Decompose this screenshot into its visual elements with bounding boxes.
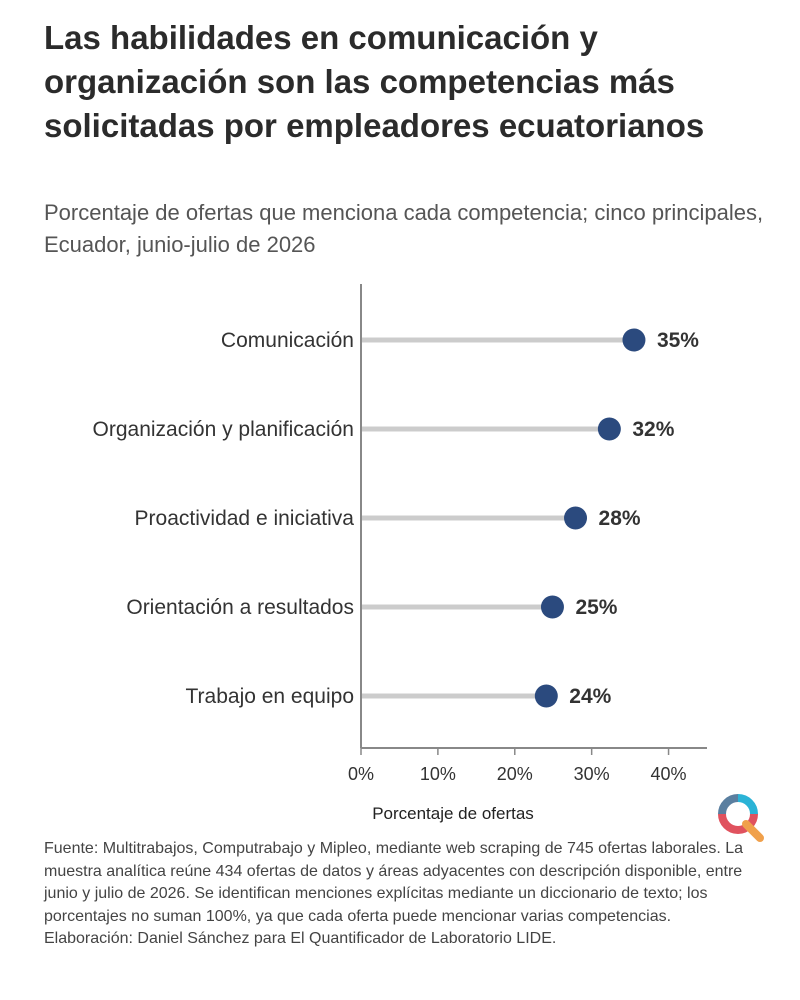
value-label: 32% — [632, 418, 674, 441]
value-label: 28% — [599, 507, 641, 530]
lollipop-dot — [564, 506, 588, 530]
value-label: 24% — [569, 685, 611, 708]
x-tick-label: 30% — [574, 764, 610, 784]
category-label: Proactividad e iniciativa — [135, 507, 355, 530]
lollipop-chart: Comunicación 35% Organización y planificac… — [93, 284, 707, 823]
chart-title: Las habilidades en comunicación y organi… — [44, 19, 705, 144]
category-label: Trabajo en equipo — [185, 685, 354, 708]
x-tick-label: 20% — [497, 764, 533, 784]
source-footnote: Fuente: Multitrabajos, Computrabajo y Mi… — [44, 840, 744, 947]
x-tick-label: 40% — [651, 764, 687, 784]
x-tick-label: 0% — [348, 764, 374, 784]
value-label: 25% — [575, 596, 617, 619]
x-axis-label: Porcentaje de ofertas — [372, 804, 534, 823]
lollipop-dot — [540, 595, 564, 619]
category-label: Organización y planificación — [93, 418, 354, 441]
lollipop-dot — [597, 417, 621, 441]
value-label: 35% — [657, 329, 699, 352]
x-tick-label: 10% — [420, 764, 456, 784]
quantificador-logo-icon — [718, 794, 764, 842]
lollipop-dot — [534, 684, 558, 708]
lollipop-dot — [622, 328, 646, 352]
category-label: Comunicación — [221, 329, 354, 352]
category-label: Orientación a resultados — [126, 596, 354, 619]
chart-subtitle: Porcentaje de ofertas que menciona cada … — [44, 200, 764, 257]
